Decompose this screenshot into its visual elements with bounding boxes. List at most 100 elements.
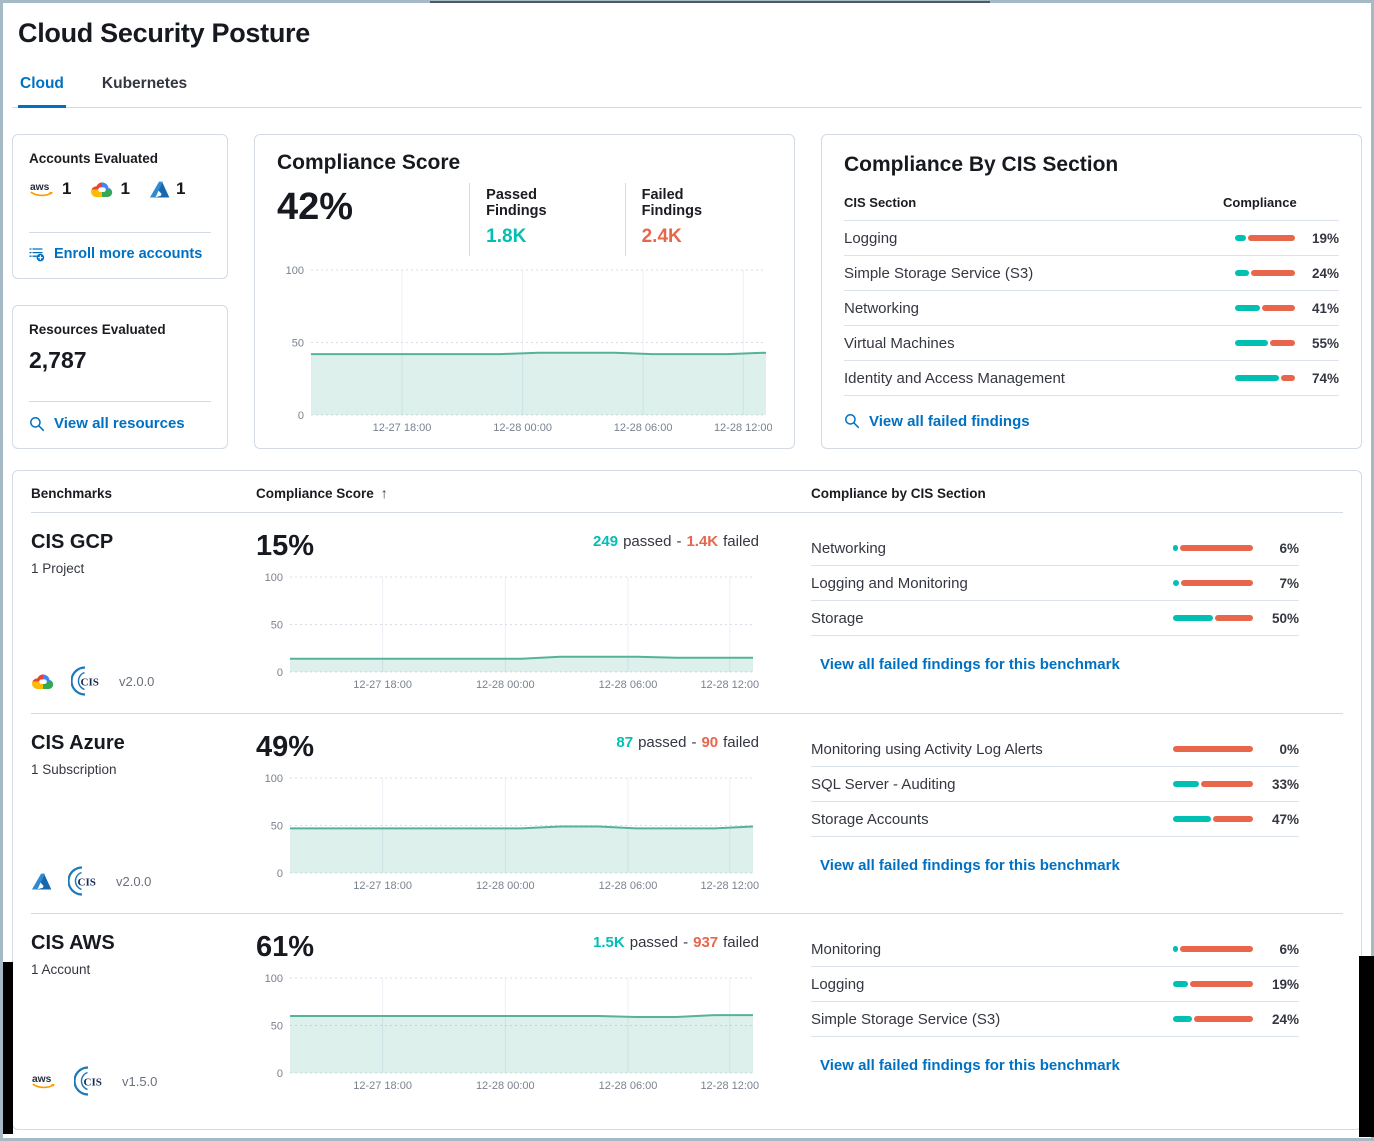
screenshot-artifact-left-edge xyxy=(3,962,13,1134)
cis-section-column-header: CIS Section xyxy=(844,195,917,210)
benchmark-version: v2.0.0 xyxy=(119,673,155,689)
benchmark-info: CIS GCP 1 Project CIS v2.0.0 xyxy=(31,531,256,701)
svg-text:100: 100 xyxy=(265,973,283,985)
benchmark-sections-column: Monitoring 6% Logging 19% Simple Storage… xyxy=(811,932,1343,1101)
benchmarks-table: Benchmarks Compliance Score ↑ Compliance … xyxy=(12,470,1362,1130)
svg-text:12-27 18:00: 12-27 18:00 xyxy=(373,422,432,434)
compliance-percentage: 19% xyxy=(1271,976,1299,992)
svg-text:12-27 18:00: 12-27 18:00 xyxy=(353,880,412,892)
compliance-split-bar xyxy=(1235,270,1295,276)
compliance-score-summary: 42% Passed Findings 1.8K Failed Findings… xyxy=(277,183,772,256)
failed-count: 1.4K xyxy=(686,533,719,550)
compliance-score-value: 42% xyxy=(277,186,354,228)
view-failed-findings-benchmark-link[interactable]: View all failed findings for this benchm… xyxy=(811,1057,1120,1074)
compliance-percentage: 33% xyxy=(1271,776,1299,792)
compliance-score-sort-header[interactable]: Compliance Score ↑ xyxy=(256,485,811,501)
benchmark-cis-section-row: Logging 19% xyxy=(811,967,1299,1002)
passed-bar-segment xyxy=(1235,375,1279,381)
view-all-resources-link[interactable]: View all resources xyxy=(29,415,211,432)
tab-bar: Cloud Kubernetes xyxy=(12,69,1362,108)
svg-text:CIS: CIS xyxy=(84,1077,102,1089)
benchmark-account-count: 1 Subscription xyxy=(31,762,117,777)
benchmark-info: CIS AWS 1 Account aws CIS v1.5.0 xyxy=(31,932,256,1101)
benchmark-logos: CIS v2.0.0 xyxy=(31,865,256,901)
compliance-percentage: 41% xyxy=(1311,300,1339,316)
compliance-split-bar xyxy=(1173,981,1253,987)
failed-bar-segment xyxy=(1173,746,1253,752)
card-divider xyxy=(29,401,211,402)
passed-bar-segment xyxy=(1173,981,1188,987)
compliance-percentage: 50% xyxy=(1271,610,1299,626)
svg-text:CIS: CIS xyxy=(78,877,96,889)
view-failed-findings-benchmark-label: View all failed findings for this benchm… xyxy=(820,856,1120,874)
compliance-split-bar xyxy=(1235,375,1295,381)
compliance-split-bar xyxy=(1173,545,1253,551)
benchmark-logos: CIS v2.0.0 xyxy=(31,665,256,701)
benchmark-trend-chart: 12-27 18:00 12-28 00:00 12-28 06:00 12-28 1… xyxy=(256,972,760,1094)
benchmark-score-value: 61% xyxy=(256,931,315,963)
benchmark-score-summary: 61% 1.5K passed - 937 failed xyxy=(256,931,759,964)
passed-bar-segment xyxy=(1173,615,1213,621)
failed-count: 90 xyxy=(701,734,719,751)
benchmark-row-cis-gcp: CIS GCP 1 Project CIS v2.0.0 15% 249 pas… xyxy=(31,513,1343,713)
compliance-percentage: 19% xyxy=(1311,230,1339,246)
cis-icon: CIS xyxy=(74,1065,106,1097)
cis-icon: CIS xyxy=(71,665,103,697)
passed-bar-segment xyxy=(1173,580,1179,586)
passed-failed-summary: 1.5K passed - 937 failed xyxy=(593,934,759,951)
view-failed-findings-benchmark-link[interactable]: View all failed findings for this benchm… xyxy=(811,656,1120,673)
compliance-score-trend-chart: 12-27 18:00 12-28 00:00 12-28 06:00 12-28 1… xyxy=(277,264,773,436)
screenshot-artifact-right-edge xyxy=(1359,956,1374,1137)
compliance-split-bar xyxy=(1173,781,1253,787)
compliance-split-bar xyxy=(1173,580,1253,586)
compliance-split-bar xyxy=(1235,340,1295,346)
svg-text:12-28 12:00: 12-28 12:00 xyxy=(700,1080,759,1092)
compliance-percentage: 55% xyxy=(1311,335,1339,351)
view-failed-findings-benchmark-link[interactable]: View all failed findings for this benchm… xyxy=(811,857,1120,874)
svg-text:100: 100 xyxy=(265,773,283,785)
tab-cloud[interactable]: Cloud xyxy=(18,69,66,108)
benchmark-trend-chart: 12-27 18:00 12-28 00:00 12-28 06:00 12-28 1… xyxy=(256,772,760,894)
passed-failed-summary: 87 passed - 90 failed xyxy=(616,734,759,751)
account-provider-counts: aws 1 1 1 xyxy=(29,179,211,199)
svg-text:12-28 06:00: 12-28 06:00 xyxy=(599,1080,658,1092)
cis-section-row: Virtual Machines 55% xyxy=(844,326,1339,361)
svg-text:50: 50 xyxy=(271,619,283,631)
view-failed-findings-benchmark-label: View all failed findings for this benchm… xyxy=(820,655,1120,673)
passed-bar-segment xyxy=(1235,270,1249,276)
benchmark-score-column: 49% 87 passed - 90 failed 12-27 18:00 12-… xyxy=(256,731,811,901)
svg-text:12-27 18:00: 12-27 18:00 xyxy=(353,679,412,691)
svg-text:12-27 18:00: 12-27 18:00 xyxy=(353,1080,412,1092)
summary-row: Accounts Evaluated aws 1 1 1 Enroll more ac… xyxy=(12,134,1362,449)
benchmark-info: CIS Azure 1 Subscription CIS v2.0.0 xyxy=(31,732,256,901)
compliance-percentage: 6% xyxy=(1279,941,1299,957)
compliance-split-bar xyxy=(1173,816,1253,822)
failed-bar-segment xyxy=(1180,545,1253,551)
compliance-percentage: 0% xyxy=(1279,741,1299,757)
cis-section-name: Simple Storage Service (S3) xyxy=(811,1010,1001,1028)
svg-text:aws: aws xyxy=(32,1073,52,1084)
svg-text:50: 50 xyxy=(271,1020,283,1032)
failed-bar-segment xyxy=(1181,580,1253,586)
tab-kubernetes[interactable]: Kubernetes xyxy=(101,75,188,92)
failed-bar-segment xyxy=(1262,305,1295,311)
aws-icon: aws xyxy=(29,181,56,198)
passed-bar-segment xyxy=(1173,816,1211,822)
compliance-percentage: 74% xyxy=(1311,370,1339,386)
compliance-split-bar xyxy=(1235,305,1295,311)
benchmark-name: CIS Azure xyxy=(31,732,125,754)
passed-bar-segment xyxy=(1173,946,1178,952)
svg-text:100: 100 xyxy=(286,265,304,277)
view-all-failed-findings-link[interactable]: View all failed findings xyxy=(844,413,1030,430)
cis-section-name: Storage Accounts xyxy=(811,810,929,828)
enroll-more-accounts-link[interactable]: Enroll more accounts xyxy=(29,246,211,262)
card-divider xyxy=(29,231,211,233)
benchmark-cis-section-row: Networking 6% xyxy=(811,531,1299,566)
benchmark-score-summary: 49% 87 passed - 90 failed xyxy=(256,731,759,764)
passed-count: 87 xyxy=(616,734,634,751)
benchmark-score-summary: 15% 249 passed - 1.4K failed xyxy=(256,530,759,563)
failed-bar-segment xyxy=(1281,375,1295,381)
list-add-icon xyxy=(29,246,45,262)
benchmarks-table-header: Benchmarks Compliance Score ↑ Compliance … xyxy=(31,471,1343,513)
compliance-percentage: 7% xyxy=(1279,575,1299,591)
